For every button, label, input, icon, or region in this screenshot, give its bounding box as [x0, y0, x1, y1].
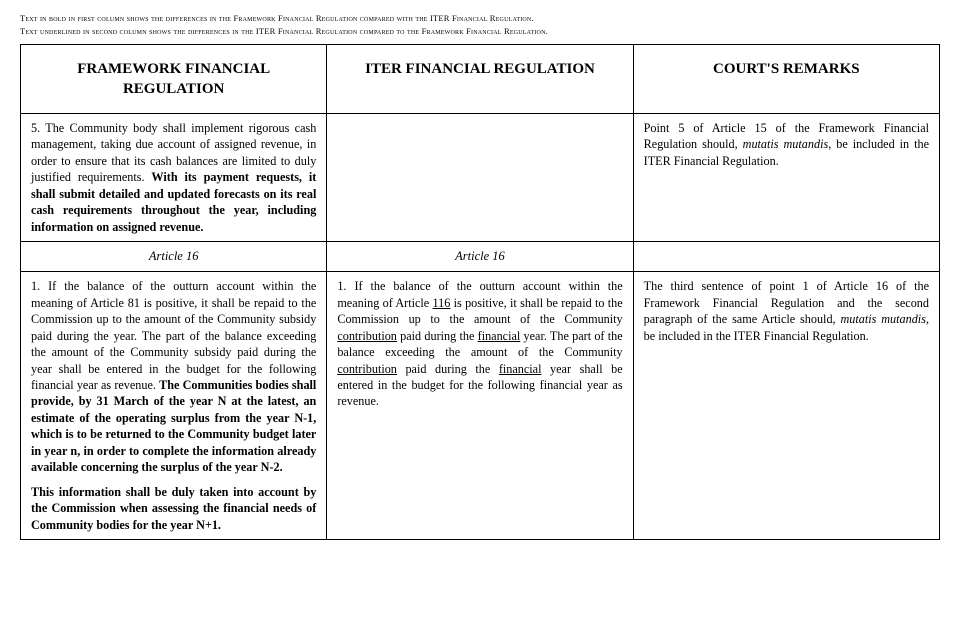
cell-r1c3: Point 5 of Article 15 of the Framework F…	[633, 114, 939, 242]
r2c1-p2: This information shall be duly taken int…	[31, 484, 316, 533]
r1c3-italic: mutatis mutandis	[743, 137, 829, 151]
comparison-table: FRAMEWORK FINANCIAL REGULATION ITER FINA…	[20, 44, 940, 541]
r2c2-t5: paid during the	[397, 362, 499, 376]
r2c2-u3: financial	[478, 329, 521, 343]
r2c1-p1b: The Communities bodies shall provide, by…	[31, 378, 316, 474]
legend: Text in bold in first column shows the d…	[20, 12, 940, 38]
r2c2-u4: contribution	[337, 362, 397, 376]
r2c1-p1a: 1. If the balance of the outturn account…	[31, 279, 316, 392]
r2c2-u2: contribution	[337, 329, 397, 343]
cell-r2c2: 1. If the balance of the outturn account…	[327, 272, 633, 540]
header-col1: FRAMEWORK FINANCIAL REGULATION	[21, 44, 327, 114]
legend-line-1: Text in bold in first column shows the d…	[20, 13, 534, 23]
r2c2-u1: 116	[433, 296, 451, 310]
article-header-c2: Article 16	[327, 242, 633, 272]
cell-r2c3: The third sentence of point 1 of Article…	[633, 272, 939, 540]
row-article15-point5: 5. The Community body shall implement ri…	[21, 114, 940, 242]
header-col3: COURT'S REMARKS	[633, 44, 939, 114]
r2c2-u5: financial	[499, 362, 542, 376]
header-col2: ITER FINANCIAL REGULATION	[327, 44, 633, 114]
header-row: FRAMEWORK FINANCIAL REGULATION ITER FINA…	[21, 44, 940, 114]
row-article16: 1. If the balance of the outturn account…	[21, 272, 940, 540]
cell-r1c1: 5. The Community body shall implement ri…	[21, 114, 327, 242]
r2c3-italic: mutatis mutandis	[840, 312, 925, 326]
r2c2-t3: paid during the	[397, 329, 478, 343]
article-header-c1: Article 16	[21, 242, 327, 272]
article-header-c3	[633, 242, 939, 272]
row-article-header: Article 16 Article 16	[21, 242, 940, 272]
cell-r1c2	[327, 114, 633, 242]
cell-r2c1: 1. If the balance of the outturn account…	[21, 272, 327, 540]
legend-line-2: Text underlined in second column shows t…	[20, 26, 548, 36]
